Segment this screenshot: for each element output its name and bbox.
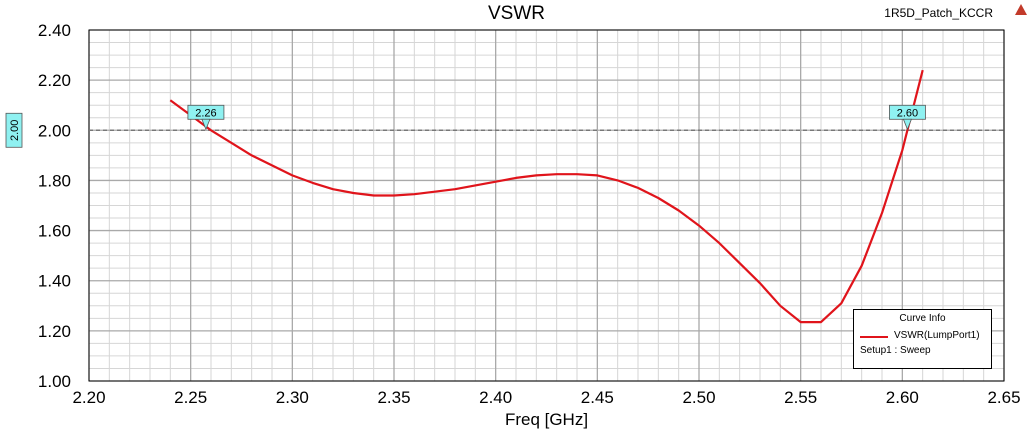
y-tick-label: 1.20 [38, 322, 71, 341]
legend-title: Curve Info [899, 313, 946, 324]
x-tick-label: 2.35 [377, 388, 410, 407]
x-tick-label: 2.65 [987, 388, 1020, 407]
x-tick-label: 2.20 [72, 388, 105, 407]
legend-swatch [860, 336, 888, 338]
y-tick-label: 1.60 [38, 222, 71, 241]
x-tick-label: 2.40 [479, 388, 512, 407]
y-tick-label: 1.80 [38, 171, 71, 190]
chart-title: VSWR [488, 3, 545, 24]
project-name: 1R5D_Patch_KCCR [884, 6, 993, 20]
x-tick-label: 2.60 [886, 388, 919, 407]
legend-setup-label: Setup1 : Sweep [860, 345, 931, 356]
warning-triangle-icon[interactable] [1015, 4, 1027, 15]
y-tick-label: 1.00 [38, 372, 71, 391]
x-tick-label: 2.30 [276, 388, 309, 407]
legend-series-label: VSWR(LumpPort1) [894, 330, 980, 341]
curve-info-legend[interactable]: Curve Info VSWR(LumpPort1) Setup1 : Swee… [853, 309, 992, 369]
reference-line-label: 2.00 [9, 120, 21, 141]
reference-label-box [5, 112, 23, 148]
x-axis-label: Freq [GHz] [504, 410, 589, 429]
marker-label: 2.26 [195, 107, 216, 119]
x-tick-label: 2.55 [784, 388, 817, 407]
x-tick-label: 2.50 [682, 388, 715, 407]
y-tick-label: 2.20 [38, 71, 71, 90]
marker-pointer [201, 118, 211, 131]
x-tick-label: 2.25 [174, 388, 207, 407]
x-tick-label: 2.45 [581, 388, 614, 407]
plot-border [88, 29, 1005, 382]
y-tick-label: 2.00 [38, 121, 71, 140]
marker-pointer [902, 118, 913, 131]
y-tick-label: 1.40 [38, 272, 71, 291]
y-tick-label: 2.40 [38, 21, 71, 40]
marker-label: 2.60 [897, 107, 918, 119]
series-line-vswr [169, 69, 924, 324]
